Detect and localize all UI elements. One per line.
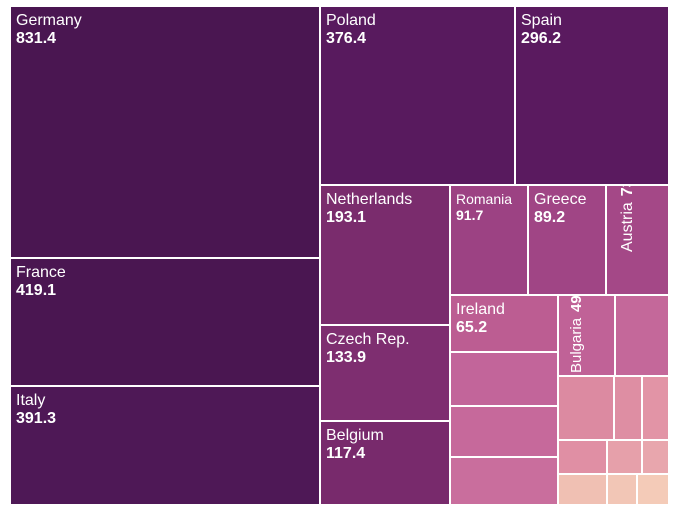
cell-unlabeled-22 (642, 440, 669, 474)
value-label: 193.1 (326, 209, 367, 227)
cell-belgium: Belgium 117.4 (320, 421, 450, 505)
cell-greece: Greece 89.2 (528, 185, 606, 295)
category-label: Romania (456, 191, 513, 207)
cell-label: Austria 73.8 (619, 186, 637, 252)
cell-label: Italy 391.3 (16, 392, 56, 429)
value-label: 91.7 (456, 207, 484, 224)
value-label: 49.4 (568, 295, 585, 312)
cell-unlabeled-21 (607, 440, 642, 474)
value-label: 73.8 (619, 186, 636, 196)
category-label: France (16, 264, 66, 281)
cell-unlabeled-18 (614, 376, 642, 440)
cell-bulgaria: Bulgaria 49.4 (558, 295, 615, 376)
cell-ireland: Ireland 65.2 (450, 295, 558, 352)
cell-italy: Italy 391.3 (10, 386, 320, 505)
category-label: Belgium (326, 427, 384, 444)
value-label: 133.9 (326, 349, 367, 367)
cell-label: Netherlands 193.1 (326, 191, 412, 228)
category-label: Netherlands (326, 191, 413, 208)
cell-czech-rep: Czech Rep. 133.9 (320, 325, 450, 421)
category-label: Austria (619, 202, 636, 252)
cell-label: Romania 91.7 (456, 191, 512, 223)
cell-label: Ireland 65.2 (456, 301, 505, 338)
cell-romania: Romania 91.7 (450, 185, 528, 295)
category-label: Poland (326, 12, 376, 29)
value-label: 376.4 (326, 30, 367, 48)
cell-unlabeled-23 (558, 474, 607, 505)
value-label: 65.2 (456, 319, 488, 337)
cell-label: Germany 831.4 (16, 12, 82, 49)
cell-label: France 419.1 (16, 264, 66, 301)
category-label: Greece (534, 191, 587, 208)
cell-unlabeled-24 (607, 474, 637, 505)
category-label: Ireland (456, 301, 505, 318)
cell-label: Spain 296.2 (521, 12, 562, 49)
value-label: 831.4 (16, 30, 57, 48)
cell-netherlands: Netherlands 193.1 (320, 185, 450, 325)
cell-unlabeled-20 (558, 440, 607, 474)
cell-poland: Poland 376.4 (320, 6, 515, 185)
category-label: Bulgaria (568, 317, 585, 373)
value-label: 391.3 (16, 410, 57, 428)
cell-label: Bulgaria 49.4 (568, 295, 586, 373)
value-label: 419.1 (16, 282, 57, 300)
category-label: Germany (16, 12, 82, 29)
category-label: Italy (16, 392, 46, 409)
cell-label: Czech Rep. 133.9 (326, 331, 410, 368)
cell-unlabeled-17 (558, 376, 614, 440)
cell-unlabeled-19 (642, 376, 669, 440)
cell-label: Poland 376.4 (326, 12, 376, 49)
cell-unlabeled-14 (450, 352, 558, 406)
cell-germany: Germany 831.4 (10, 6, 320, 258)
value-label: 296.2 (521, 30, 562, 48)
cell-unlabeled-16 (450, 457, 558, 505)
cell-spain: Spain 296.2 (515, 6, 669, 185)
cell-austria: Austria 73.8 (606, 185, 669, 295)
value-label: 117.4 (326, 445, 366, 463)
category-label: Spain (521, 12, 562, 29)
cell-france: France 419.1 (10, 258, 320, 386)
value-label: 89.2 (534, 209, 566, 227)
cell-unlabeled-15 (450, 406, 558, 457)
cell-label: Greece 89.2 (534, 191, 586, 228)
cell-unlabeled-13 (615, 295, 669, 376)
cell-label: Belgium 117.4 (326, 427, 384, 464)
category-label: Czech Rep. (326, 331, 410, 348)
cell-unlabeled-25 (637, 474, 669, 505)
